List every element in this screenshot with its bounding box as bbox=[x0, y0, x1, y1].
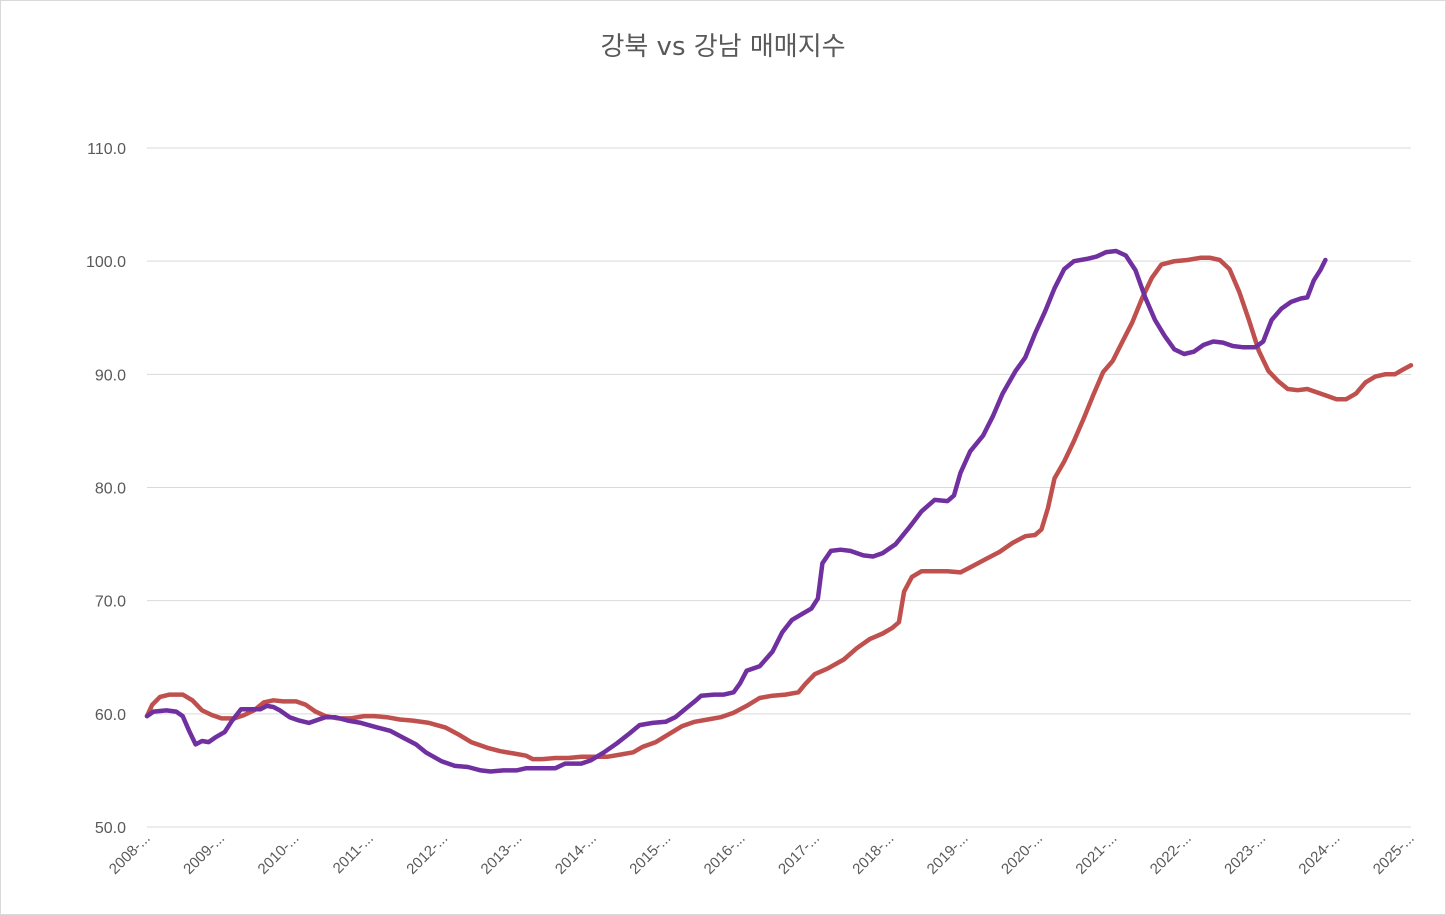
y-tick-label: 60.0 bbox=[95, 707, 126, 724]
x-tick-label: 2017-... bbox=[775, 830, 823, 878]
x-tick-label: 2015-... bbox=[626, 830, 674, 878]
x-tick-label: 2012-... bbox=[403, 830, 451, 878]
x-tick-label: 2013-... bbox=[478, 830, 526, 878]
x-tick-label: 2008-... bbox=[106, 830, 154, 878]
y-tick-label: 70.0 bbox=[95, 594, 126, 611]
x-tick-label: 2024-... bbox=[1295, 830, 1343, 878]
x-tick-label: 2009-... bbox=[180, 830, 228, 878]
y-tick-label: 90.0 bbox=[95, 367, 126, 384]
x-tick-label: 2019-... bbox=[924, 830, 972, 878]
x-tick-label: 2021-... bbox=[1072, 830, 1120, 878]
series-line-1 bbox=[144, 255, 1414, 762]
y-tick-label: 80.0 bbox=[95, 481, 126, 498]
x-tick-label: 2020-... bbox=[998, 830, 1046, 878]
y-tick-label: 110.0 bbox=[87, 141, 126, 158]
series-line-0 bbox=[144, 248, 1328, 774]
x-tick-label: 2010-... bbox=[255, 830, 303, 878]
x-axis-ticks: 2008-... 2009-... 2010-... 2011-... 2012-...… bbox=[106, 830, 1418, 878]
x-tick-label: 2023-... bbox=[1221, 830, 1269, 878]
y-axis-ticks: 50.0 60.0 70.0 80.0 90.0 100.0 110.0 bbox=[86, 141, 126, 837]
y-tick-label: 50.0 bbox=[95, 820, 126, 837]
x-tick-label: 2018-... bbox=[849, 830, 897, 878]
y-tick-label: 100.0 bbox=[86, 254, 126, 271]
x-tick-label: 2022-... bbox=[1147, 830, 1195, 878]
gridlines bbox=[147, 147, 1411, 828]
x-tick-label: 2011-... bbox=[330, 830, 377, 877]
x-tick-label: 2014-... bbox=[552, 830, 600, 878]
x-tick-label: 2025-... bbox=[1370, 830, 1418, 878]
series-lines bbox=[144, 248, 1414, 774]
x-tick-label: 2016-... bbox=[701, 830, 749, 878]
chart-title: 강북 vs 강남 매매지수 bbox=[600, 32, 846, 62]
